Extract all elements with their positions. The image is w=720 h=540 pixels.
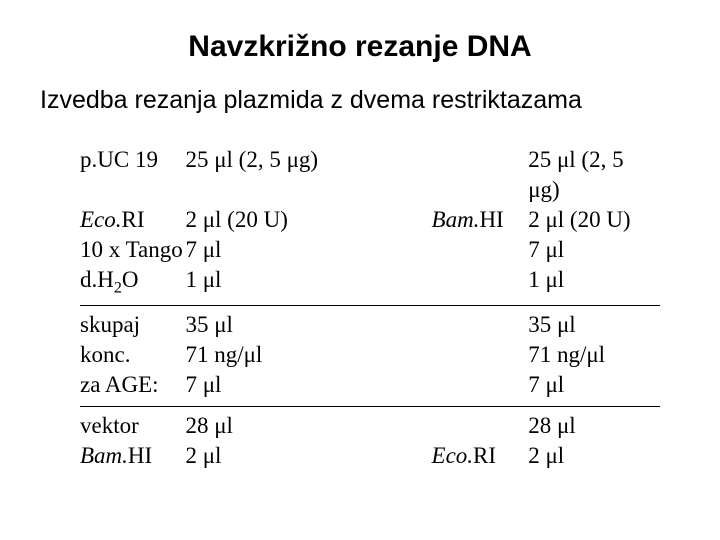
b3-r2-label: Bam.HI xyxy=(80,441,185,471)
b1-r3-label: 10 x Tango xyxy=(80,235,185,265)
b1-row4: d.H2O 1 μl 1 μl xyxy=(80,265,660,300)
b1-r2-right-value: 2 μl (20 U) xyxy=(528,205,660,235)
b2-r2-label: konc. xyxy=(80,340,185,370)
b3-r1-right-value: 28 μl xyxy=(528,411,660,441)
b1-r1-right-value: 25 μl (2, 5 μg) xyxy=(528,145,660,205)
divider-1 xyxy=(80,305,660,306)
content-area: p.UC 19 25 μl (2, 5 μg) 25 μl (2, 5 μg) … xyxy=(80,145,660,471)
b1-r2-right-label: Bam.HI xyxy=(432,205,529,235)
b1-row2: Eco.RI 2 μl (20 U) Bam.HI 2 μl (20 U) xyxy=(80,205,660,235)
divider-2 xyxy=(80,406,660,407)
b2-row2: konc. 71 ng/μl 71 ng/μl xyxy=(80,340,660,370)
b3-r2-value: 2 μl xyxy=(185,441,431,471)
b1-row1: p.UC 19 25 μl (2, 5 μg) 25 μl (2, 5 μg) xyxy=(80,145,660,205)
b2-row3: za AGE: 7 μl 7 μl xyxy=(80,370,660,400)
b1-r3-right-value: 7 μl xyxy=(528,235,660,265)
b1-r4-value: 1 μl xyxy=(185,265,431,300)
b2-r2-right-label xyxy=(432,340,529,370)
b2-r2-right-value: 71 ng/μl xyxy=(528,340,660,370)
b3-row1: vektor 28 μl 28 μl xyxy=(80,411,660,441)
b1-r2-label: Eco.RI xyxy=(80,205,185,235)
slide-title: Navzkrižno rezanje DNA xyxy=(0,30,720,64)
b2-r2-value: 71 ng/μl xyxy=(185,340,431,370)
b1-r4-right-label xyxy=(432,265,529,300)
b2-r3-right-value: 7 μl xyxy=(528,370,660,400)
b2-r1-right-label xyxy=(432,310,529,340)
b1-r4-right-value: 1 μl xyxy=(528,265,660,300)
b2-r3-value: 7 μl xyxy=(185,370,431,400)
b2-row1: skupaj 35 μl 35 μl xyxy=(80,310,660,340)
b3-r2-right-label: Eco.RI xyxy=(432,441,529,471)
b2-r3-right-label xyxy=(432,370,529,400)
b1-r2-value: 2 μl (20 U) xyxy=(185,205,431,235)
slide-subtitle: Izvedba rezanja plazmida z dvema restrik… xyxy=(40,86,720,115)
b1-r1-value: 25 μl (2, 5 μg) xyxy=(185,145,431,205)
b2-r1-label: skupaj xyxy=(80,310,185,340)
b1-r3-right-label xyxy=(432,235,529,265)
b1-r4-label: d.H2O xyxy=(80,265,185,300)
b1-row3: 10 x Tango 7 μl 7 μl xyxy=(80,235,660,265)
b2-r3-label: za AGE: xyxy=(80,370,185,400)
b1-r3-value: 7 μl xyxy=(185,235,431,265)
b3-r2-right-value: 2 μl xyxy=(528,441,660,471)
b2-r1-value: 35 μl xyxy=(185,310,431,340)
b3-r1-right-label xyxy=(432,411,529,441)
b3-row2: Bam.HI 2 μl Eco.RI 2 μl xyxy=(80,441,660,471)
slide: Navzkrižno rezanje DNA Izvedba rezanja p… xyxy=(0,0,720,540)
b1-r1-right-label xyxy=(432,145,529,205)
b1-r1-label: p.UC 19 xyxy=(80,145,185,205)
b2-r1-right-value: 35 μl xyxy=(528,310,660,340)
b3-r1-value: 28 μl xyxy=(185,411,431,441)
b3-r1-label: vektor xyxy=(80,411,185,441)
